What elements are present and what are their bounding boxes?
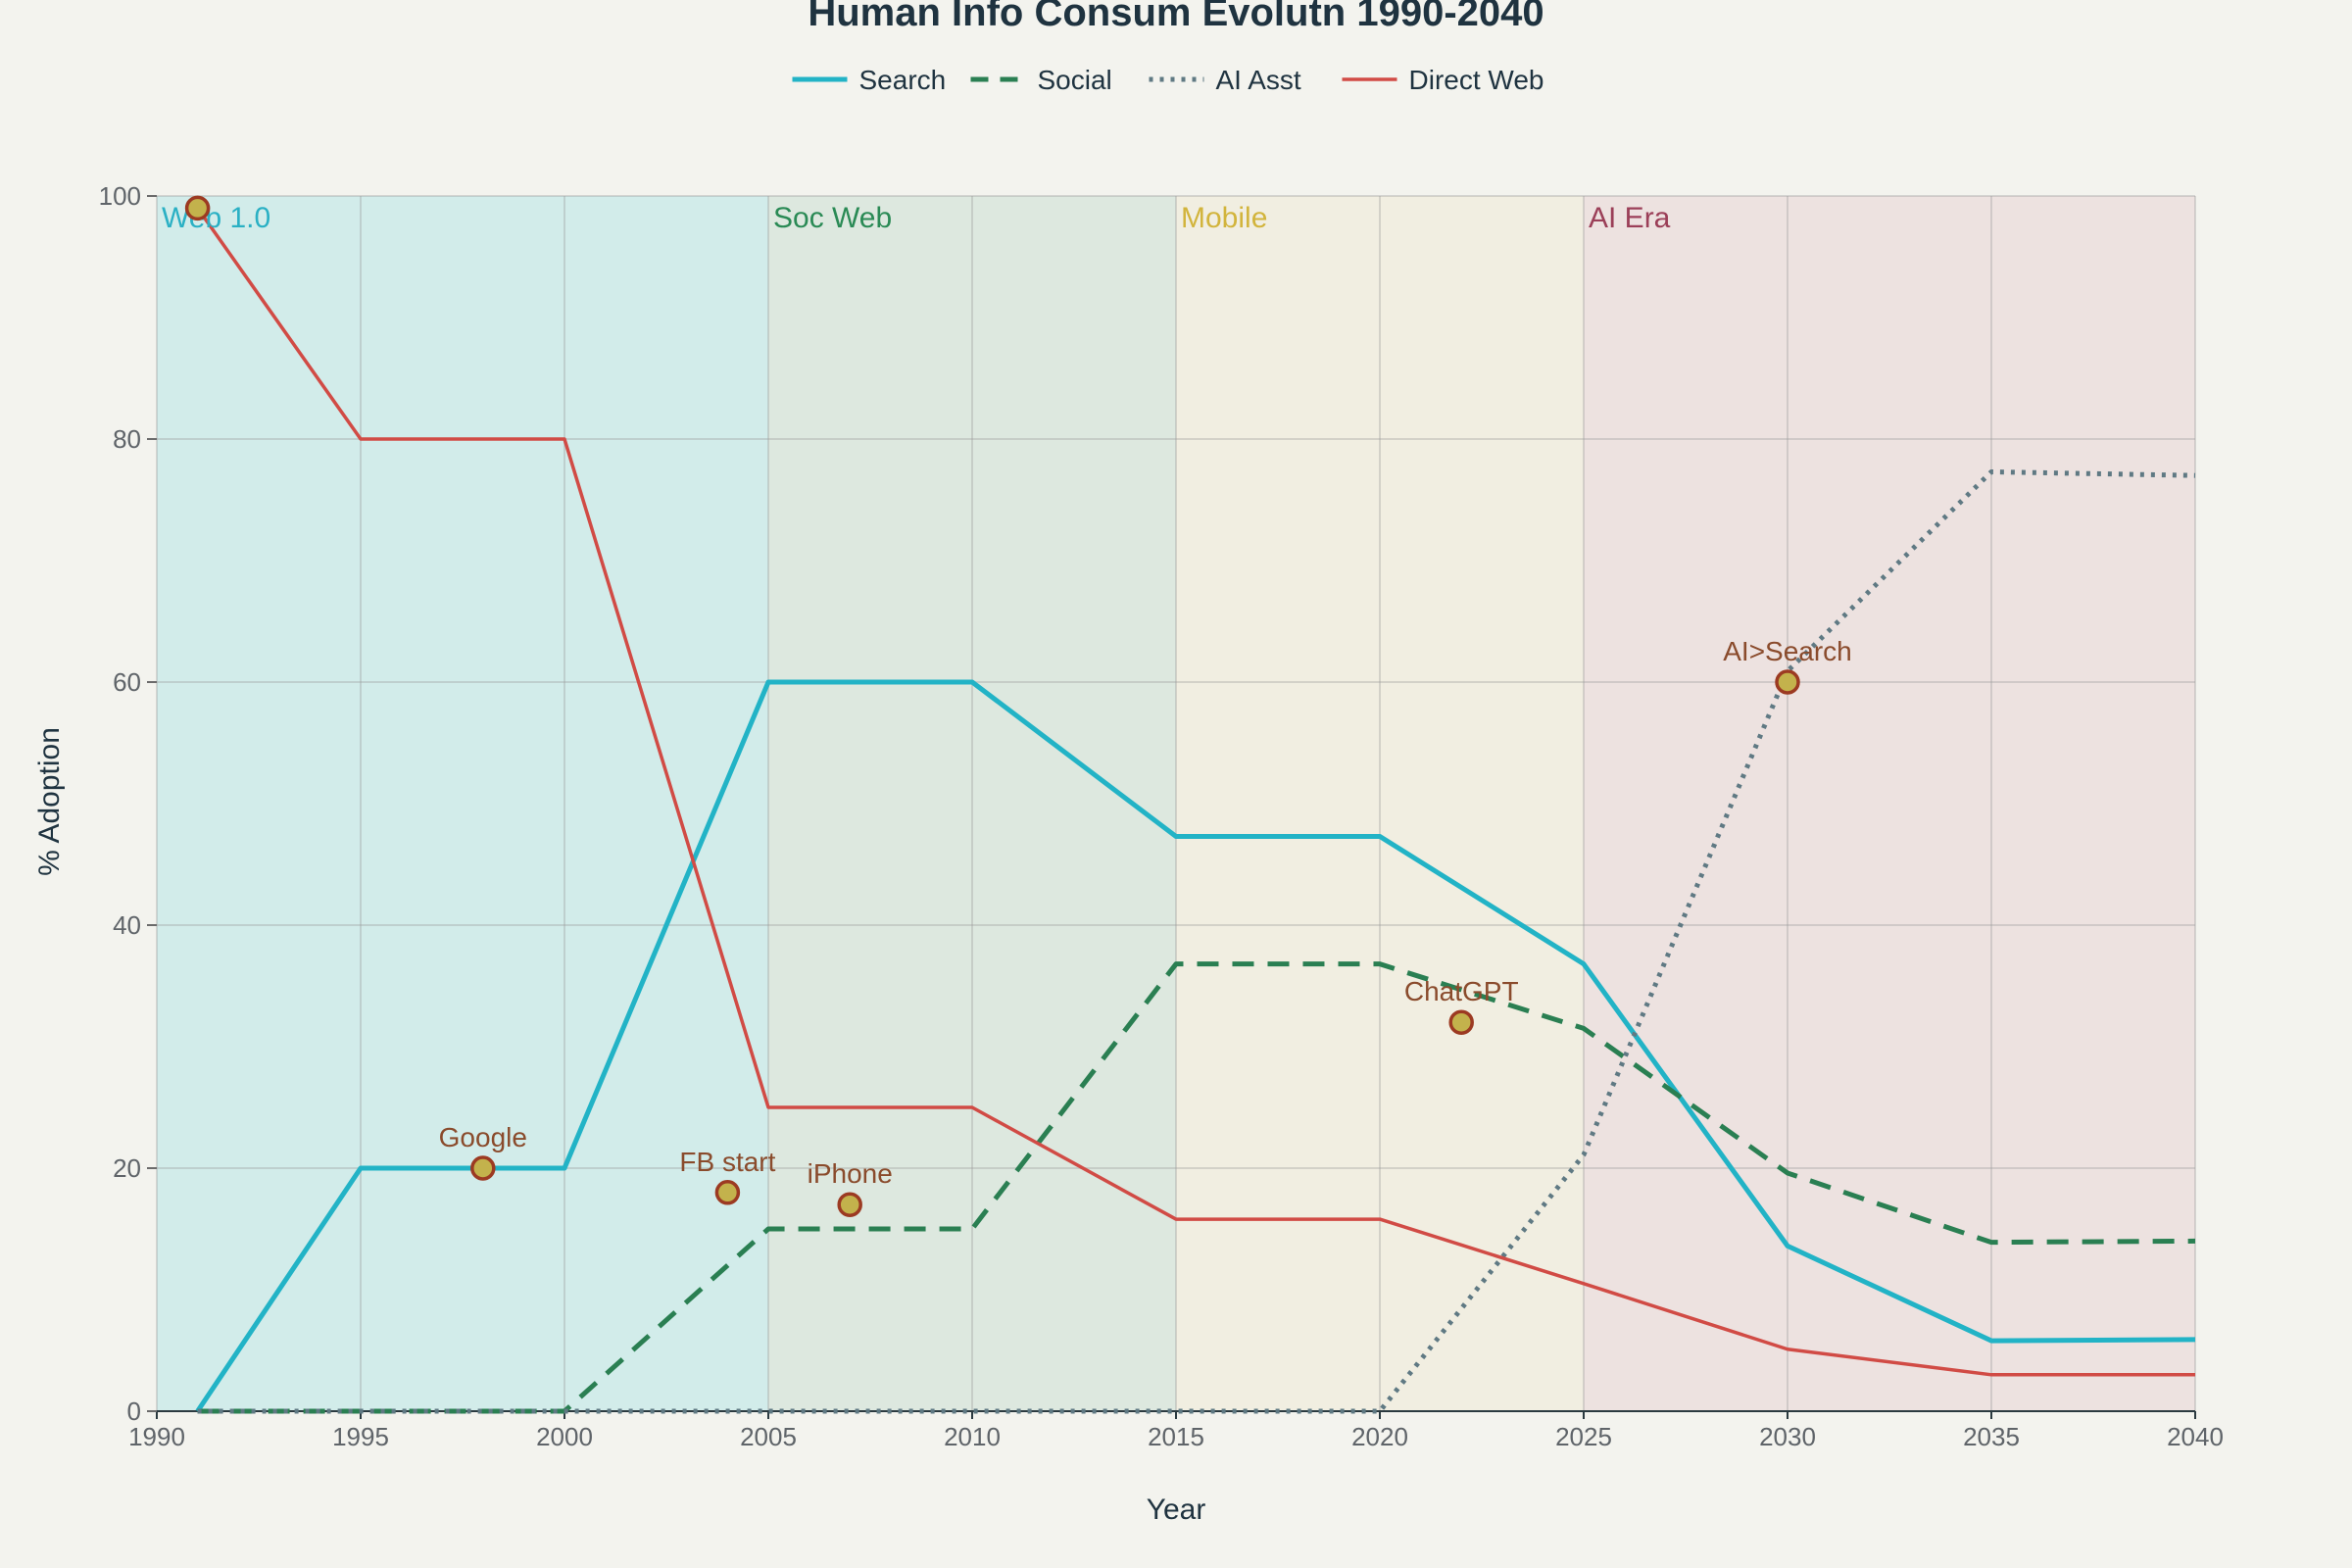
era-band-mobile [1176, 196, 1584, 1411]
y-tick-label: 40 [113, 910, 141, 940]
legend-item-direct-web: Direct Web [1342, 65, 1544, 95]
era-band-ai-era [1584, 196, 2195, 1411]
annotation-label-chatgpt: ChatGPT [1404, 976, 1519, 1006]
y-tick-label: 100 [99, 181, 141, 211]
x-tick-label: 2010 [944, 1422, 1001, 1451]
era-band-soc-web [768, 196, 1176, 1411]
legend: Search Social AI Asst Direct Web [792, 65, 1544, 95]
series-line-direct-web [196, 207, 2195, 1377]
axes: 1990 1995 2000 2005 2010 2015 2020 2025 2030 2035… [99, 181, 2224, 1451]
legend-label: Social [1038, 65, 1112, 95]
annotation-label-ai-search: AI>Search [1723, 636, 1852, 666]
annotation-marker [714, 1180, 741, 1205]
x-tick-label: 2035 [1963, 1422, 2020, 1451]
annotation-label-fb-start: FB start [679, 1147, 775, 1177]
series-line-social [197, 961, 2196, 1414]
legend-label: Direct Web [1409, 65, 1544, 95]
y-tick-label: 0 [127, 1396, 141, 1426]
annotation-marker [184, 195, 211, 221]
series-line-search [195, 679, 2196, 1413]
y-axis-label: % Adoption [33, 727, 66, 876]
legend-item-search: Search [792, 65, 947, 95]
era-bands [157, 196, 2195, 1411]
annotations: Google FB start iPhone ChatGPT AI>Search [184, 195, 1852, 1217]
era-label-ai-era: AI Era [1589, 202, 1671, 234]
x-axis-label: Year [1147, 1494, 1206, 1526]
x-tick-label: 2000 [536, 1422, 593, 1451]
annotation-marker [1448, 1009, 1474, 1035]
era-band-web-1-0 [157, 196, 768, 1411]
x-tick-label: 1990 [128, 1422, 185, 1451]
x-tick-label: 1995 [332, 1422, 389, 1451]
legend-label: AI Asst [1216, 65, 1301, 95]
x-tick-label: 2030 [1759, 1422, 1816, 1451]
legend-item-social: Social [970, 65, 1112, 95]
annotation-marker [470, 1155, 496, 1181]
annotation-marker [837, 1192, 862, 1217]
annotation-marker [1775, 669, 1800, 695]
x-tick-label: 2005 [740, 1422, 797, 1451]
legend-item-ai-asst: AI Asst [1149, 65, 1301, 95]
x-tick-label: 2025 [1555, 1422, 1612, 1451]
era-label-web-1-0: Web 1.0 [162, 202, 270, 234]
x-tick-label: 2015 [1148, 1422, 1204, 1451]
annotation-label-google: Google [439, 1122, 527, 1152]
x-tick-label: 2020 [1351, 1422, 1408, 1451]
y-tick-label: 20 [113, 1153, 141, 1183]
era-label-mobile: Mobile [1181, 202, 1267, 234]
chart-title: Human Info Consum Evolutn 1990-2040 [808, 0, 1544, 34]
era-labels: Web 1.0 Soc Web Mobile AI Era [162, 202, 1671, 234]
legend-label: Search [859, 65, 947, 95]
y-tick-label: 60 [113, 667, 141, 697]
annotation-label-iphone: iPhone [808, 1158, 893, 1189]
x-tick-label: 2040 [2167, 1422, 2224, 1451]
series-lines [195, 207, 2196, 1414]
y-tick-label: 80 [113, 424, 141, 454]
era-label-soc-web: Soc Web [773, 202, 892, 234]
